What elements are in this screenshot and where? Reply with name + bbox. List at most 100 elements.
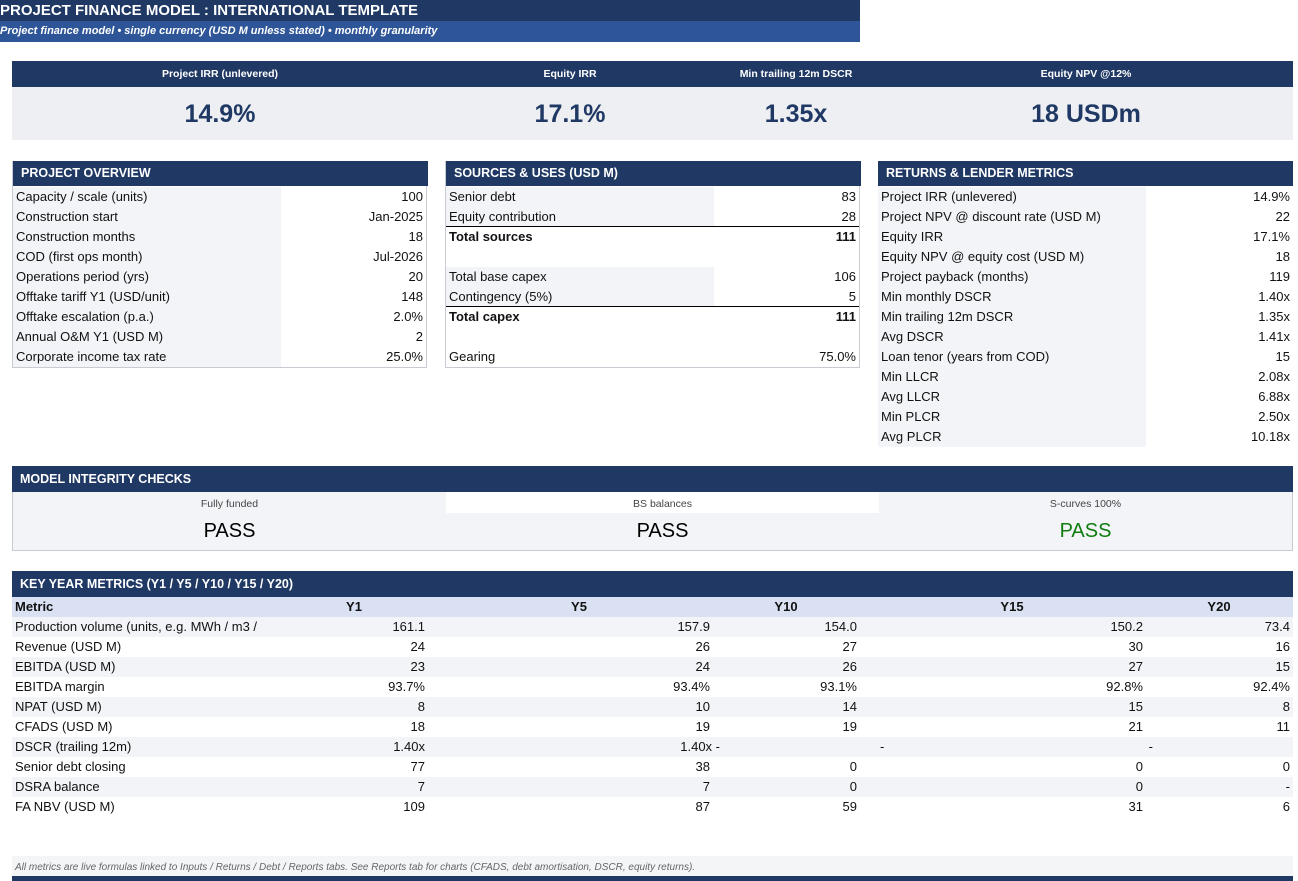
sources-label: Total capex	[449, 309, 520, 324]
check-label: S-curves 100%	[879, 492, 1292, 513]
table-row[interactable]: EBITDA (USD M) 23 24 26 27 15	[12, 657, 1293, 677]
sources-row[interactable]: Equity contribution 28	[446, 207, 859, 227]
header-y10: Y10	[774, 599, 798, 614]
metric-y20: 16	[1275, 639, 1290, 654]
overview-row[interactable]: Capacity / scale (units) 100	[13, 187, 426, 207]
metric-y20: 92.4%	[1253, 679, 1290, 694]
returns-row[interactable]: Avg DSCR 1.41x	[878, 327, 1293, 347]
returns-value: 14.9%	[1253, 189, 1290, 204]
overview-row[interactable]: Operations period (yrs) 20	[13, 267, 426, 287]
overview-row[interactable]: Offtake escalation (p.a.) 2.0%	[13, 307, 426, 327]
metric-name: FA NBV (USD M)	[15, 799, 115, 814]
table-row[interactable]: FA NBV (USD M) 109 87 59 31 6	[12, 797, 1293, 817]
metric-y5: 7	[702, 779, 710, 794]
metric-y5: 19	[695, 719, 710, 734]
returns-row[interactable]: Project NPV @ discount rate (USD M) 22	[878, 207, 1293, 227]
metric-y10: 14	[842, 699, 857, 714]
overview-row[interactable]: Construction start Jan-2025	[13, 207, 426, 227]
returns-value: 10.18x	[1250, 429, 1290, 444]
metric-y1: 18	[410, 719, 425, 734]
metric-y1: 1.40x	[393, 739, 425, 754]
overview-row[interactable]: COD (first ops month) Jul-2026	[13, 247, 426, 267]
returns-label: Project NPV @ discount rate (USD M)	[881, 209, 1101, 224]
overview-row[interactable]: Annual O&M Y1 (USD M) 2	[13, 327, 426, 347]
metric-y15: 27	[1128, 659, 1143, 674]
check-bs-balances[interactable]: BS balances PASS	[446, 492, 879, 550]
check-label: Fully funded	[13, 492, 446, 513]
overview-value: 2	[415, 329, 423, 344]
returns-value: 15	[1275, 349, 1290, 364]
metric-y5: 24	[695, 659, 710, 674]
check-s-curves[interactable]: S-curves 100% PASS	[879, 492, 1292, 550]
metric-y1: 7	[417, 779, 425, 794]
returns-row[interactable]: Min monthly DSCR 1.40x	[878, 287, 1293, 307]
kpi-value-strip: 14.9% 17.1% 1.35x 18 USDm	[12, 87, 1293, 140]
overview-label: COD (first ops month)	[16, 249, 143, 264]
metric-y1: 8	[417, 699, 425, 714]
total-sources-row[interactable]: Total sources 111	[446, 227, 859, 247]
metric-name: Senior debt closing	[15, 759, 126, 774]
sources-row[interactable]: Senior debt 83	[446, 187, 859, 207]
metric-y20: -	[1285, 779, 1290, 794]
table-row[interactable]: EBITDA margin 93.7% 93.4% 93.1% 92.8% 92…	[12, 677, 1293, 697]
metric-y5: 93.4%	[673, 679, 710, 694]
returns-row[interactable]: Avg PLCR 10.18x	[878, 427, 1293, 447]
table-row[interactable]: Revenue (USD M) 24 26 27 30 16	[12, 637, 1293, 657]
header-y15: Y15	[1000, 599, 1024, 614]
returns-row[interactable]: Min PLCR 2.50x	[878, 407, 1293, 427]
overview-label: Capacity / scale (units)	[16, 189, 148, 204]
returns-row[interactable]: Equity NPV @ equity cost (USD M) 18	[878, 247, 1293, 267]
header-metric: Metric	[15, 599, 54, 614]
sources-label: Total base capex	[449, 269, 547, 284]
metric-y5: 157.9	[677, 619, 710, 634]
total-capex-row[interactable]: Total capex 111	[446, 307, 859, 327]
table-row[interactable]: DSCR (trailing 12m) 1.40x 1.40x - - -	[12, 737, 1293, 757]
table-row[interactable]: CFADS (USD M) 18 19 19 21 11	[12, 717, 1293, 737]
metric-y15: 92.8%	[1106, 679, 1143, 694]
table-row[interactable]: NPAT (USD M) 8 10 14 15 8	[12, 697, 1293, 717]
returns-row[interactable]: Project payback (months) 119	[878, 267, 1293, 287]
returns-row[interactable]: Project IRR (unlevered) 14.9%	[878, 187, 1293, 207]
check-fully-funded[interactable]: Fully funded PASS	[13, 492, 446, 550]
returns-row[interactable]: Min trailing 12m DSCR 1.35x	[878, 307, 1293, 327]
metric-name: Revenue (USD M)	[15, 639, 122, 654]
returns-label: Min monthly DSCR	[881, 289, 992, 304]
metric-y20: 0	[1282, 759, 1290, 774]
sources-value: 111	[835, 229, 856, 244]
metric-y5: 26	[695, 639, 710, 654]
key-metrics-header-row: Metric Y1 Y5 Y10 Y15 Y20	[12, 597, 1293, 617]
model-subtitle: Project finance model • single currency …	[0, 21, 860, 42]
overview-label: Operations period (yrs)	[16, 269, 149, 284]
returns-value: 17.1%	[1253, 229, 1290, 244]
overview-row[interactable]: Construction months 18	[13, 227, 426, 247]
overview-value: 25.0%	[386, 349, 423, 364]
metric-name: NPAT (USD M)	[15, 699, 102, 714]
returns-label: Project payback (months)	[881, 269, 1029, 284]
overview-row[interactable]: Offtake tariff Y1 (USD/unit) 148	[13, 287, 426, 307]
sources-row-spacer	[446, 247, 859, 267]
returns-row[interactable]: Loan tenor (years from COD) 15	[878, 347, 1293, 367]
overview-row[interactable]: Corporate income tax rate 25.0%	[13, 347, 426, 367]
metric-y15: 0	[1135, 779, 1143, 794]
gearing-row[interactable]: Gearing 75.0%	[446, 347, 859, 367]
table-row[interactable]: DSRA balance 7 7 0 0 -	[12, 777, 1293, 797]
header-y1: Y1	[346, 599, 362, 614]
sources-value: 83	[841, 189, 856, 204]
sources-label: Contingency (5%)	[449, 289, 553, 304]
returns-row[interactable]: Equity IRR 17.1%	[878, 227, 1293, 247]
returns-row[interactable]: Min LLCR 2.08x	[878, 367, 1293, 387]
table-row[interactable]: Production volume (units, e.g. MWh / m3 …	[12, 617, 1293, 637]
table-row[interactable]: Senior debt closing 77 38 0 0 0	[12, 757, 1293, 777]
overview-value: 2.0%	[393, 309, 423, 324]
returns-value: 18	[1275, 249, 1290, 264]
returns-label: Equity IRR	[881, 229, 944, 244]
kpi-value-project-irr: 14.9%	[184, 100, 256, 128]
returns-value: 22	[1275, 209, 1290, 224]
sources-uses-title: SOURCES & USES (USD M)	[446, 161, 861, 186]
sources-row[interactable]: Contingency (5%) 5	[446, 287, 859, 307]
returns-label: Project IRR (unlevered)	[881, 189, 1017, 204]
returns-row[interactable]: Avg LLCR 6.88x	[878, 387, 1293, 407]
returns-lender-title: RETURNS & LENDER METRICS	[878, 161, 1293, 186]
sources-row[interactable]: Total base capex 106	[446, 267, 859, 287]
returns-label: Avg PLCR	[881, 429, 942, 444]
